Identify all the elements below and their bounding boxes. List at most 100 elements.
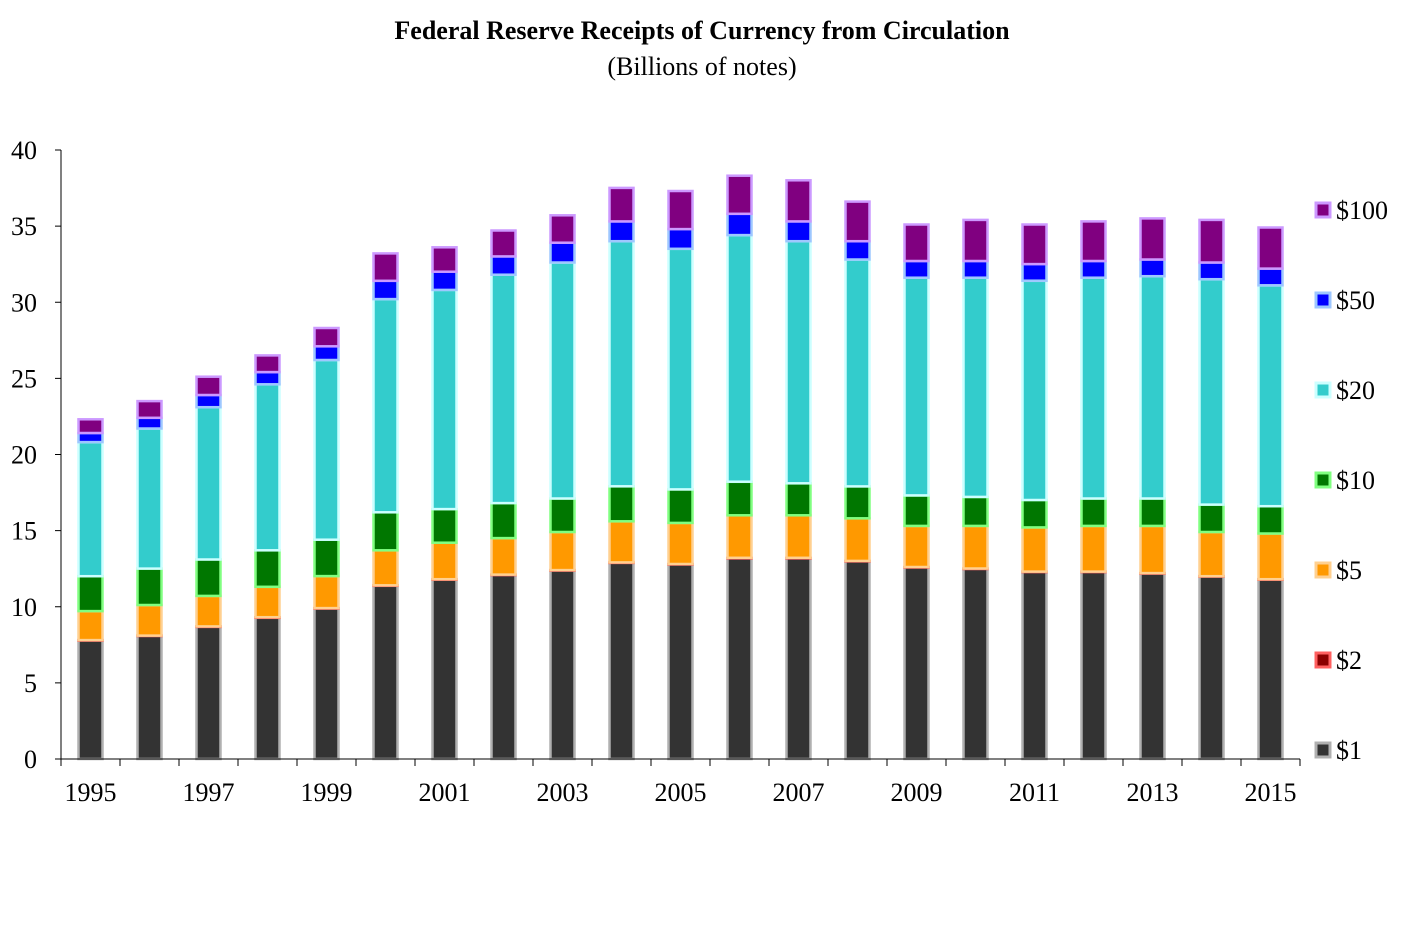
bar-segment [431,541,458,581]
bar-segment [962,495,989,528]
bar-segment [608,485,635,523]
bar-segment [1080,497,1107,528]
bar-segment [667,227,694,251]
y-tick-label: 30 [11,288,37,317]
bar-segment [1021,262,1048,282]
bar-segment [136,603,163,637]
axes-group: 0 5 10 15 20 25 30 35 40 1995 1997 1999 2001 2003 2005… [11,136,1301,807]
bar-segment [785,179,812,223]
bar-segment [372,297,399,514]
bar-segment [1080,276,1107,500]
bar-segment [1257,226,1284,270]
y-tick-label: 5 [24,669,37,698]
bar-segment [726,174,753,216]
bar-segment [844,239,871,261]
x-tick-label: 2011 [1009,778,1060,807]
y-tick-label: 15 [11,517,37,546]
legend-swatch [1314,651,1332,669]
bar-segment [1257,284,1284,508]
bar-segment [254,549,281,589]
bar-segment [1021,223,1048,266]
bar-segment [608,561,635,761]
bar-segment [1257,504,1284,535]
bar-segment [195,393,222,409]
bar-segment [962,218,989,263]
bar-segment [490,229,517,258]
x-tick-label: 2005 [655,778,707,807]
bar-segment [195,594,222,628]
bar-segment [549,497,576,534]
bar-segment [962,276,989,499]
bar-segment [549,568,576,761]
bar-segment [77,638,104,761]
bar-segment [844,485,871,520]
bar-segment [667,189,694,231]
bar-segment [136,427,163,570]
bar-segment [313,326,340,348]
bar-segment [962,524,989,570]
legend-swatch [1314,291,1332,309]
bar-segment [549,261,576,500]
bar-segment [844,517,871,563]
bar-segment [1257,532,1284,581]
bar-segment [313,607,340,761]
chart-title: Federal Reserve Receipts of Currency fro… [394,16,1010,45]
bar-segment [1021,498,1048,529]
bar-segment [313,574,340,610]
bar-segment [1198,530,1225,578]
bar-segment [431,578,458,761]
bar-segment [844,258,871,488]
bar-segment [1198,575,1225,761]
bar-segment [431,507,458,544]
bar-segment [667,247,694,491]
bar-segment [549,241,576,264]
bar-segment [77,431,104,444]
bar-segment [372,510,399,552]
bar-segment [903,524,930,569]
bar-segment [549,530,576,572]
bar-segment [372,549,399,587]
bar-segment [1139,572,1166,761]
bar-segment [431,270,458,292]
bar-segment [77,418,104,435]
bar-segment [1139,497,1166,528]
bar-segment [195,405,222,561]
bar-segment [844,200,871,243]
bar-segment [1080,570,1107,761]
bar-segment [1198,278,1225,506]
bar-segment [254,354,281,374]
y-tick-label: 20 [11,441,37,470]
legend-label: $2 [1336,646,1362,675]
bar-segment [195,375,222,397]
legend-label: $1 [1336,736,1362,765]
bar-segment [1080,524,1107,573]
legend-label: $100 [1336,196,1388,225]
y-tick-label: 0 [24,745,37,774]
bar-segment [903,259,930,279]
bar-segment [726,233,753,483]
bar-segment [254,585,281,619]
bar-segment [726,513,753,560]
bar-segment [254,616,281,761]
bar-segment [608,220,635,243]
x-tick-label: 2001 [419,778,471,807]
bar-segment [254,370,281,386]
bar-segment [1080,220,1107,263]
bar-segment [431,246,458,273]
bar-segment [785,556,812,761]
bar-segment [785,513,812,560]
bar-segment [1257,578,1284,761]
bar-segment [785,220,812,243]
bar-segment [962,567,989,761]
bar-segment [313,538,340,578]
bar-segment [313,358,340,541]
bar-segment [1198,261,1225,281]
bar-segment [1021,279,1048,502]
bar-segment [136,399,163,420]
x-tick-label: 2013 [1127,778,1179,807]
bar-segment [667,488,694,525]
bar-segment [667,521,694,566]
bar-segment [195,558,222,598]
legend-swatch [1314,471,1332,489]
